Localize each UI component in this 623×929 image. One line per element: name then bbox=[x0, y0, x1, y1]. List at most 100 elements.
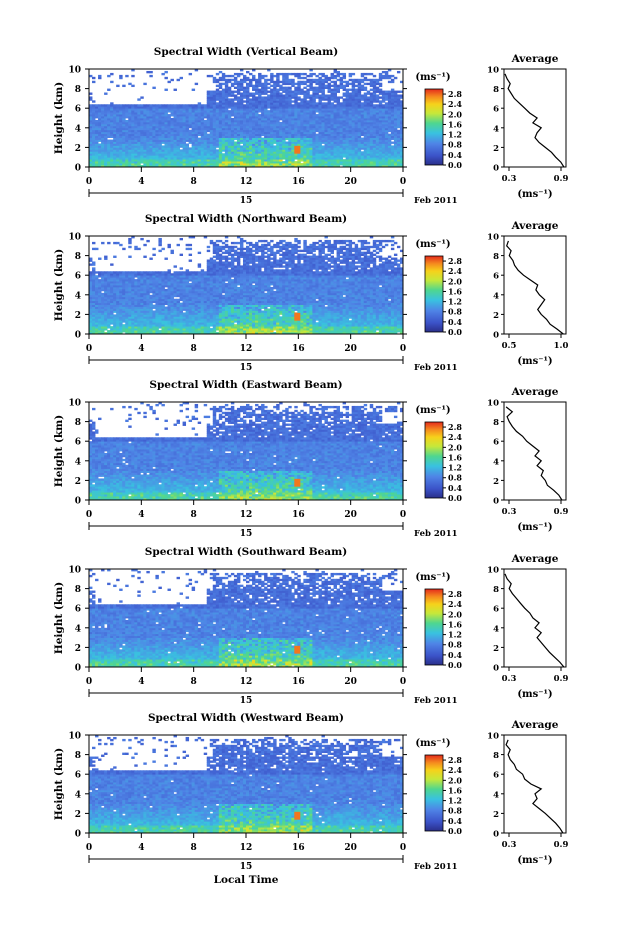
heatmap-cell bbox=[206, 116, 211, 119]
heatmap-cell bbox=[246, 82, 250, 86]
heatmap-cell bbox=[101, 292, 105, 296]
heatmap-cell bbox=[140, 129, 144, 133]
heatmap-cell bbox=[233, 133, 238, 137]
heatmap-cell bbox=[200, 112, 205, 115]
heatmap-cell bbox=[188, 123, 193, 127]
heatmap-cell bbox=[227, 165, 232, 168]
heatmap-cell bbox=[161, 127, 165, 131]
heatmap-cell bbox=[194, 137, 199, 140]
heatmap-cell bbox=[140, 153, 144, 156]
heatmap-cell bbox=[104, 131, 108, 135]
heatmap-cell bbox=[110, 127, 114, 131]
heatmap-cell bbox=[89, 119, 93, 123]
heatmap-cell bbox=[185, 131, 190, 135]
heatmap-cell bbox=[233, 155, 238, 158]
heatmap-cell bbox=[110, 145, 114, 148]
heatmap-cell bbox=[164, 137, 168, 140]
heatmap-cell bbox=[252, 86, 256, 89]
heatmap-cell bbox=[149, 139, 153, 142]
heatmap-cell bbox=[134, 153, 138, 156]
heatmap-cell bbox=[218, 147, 223, 150]
heatmap-cell bbox=[200, 129, 205, 133]
heatmap-cell bbox=[149, 143, 153, 146]
heatmap-cell bbox=[110, 133, 114, 137]
heatmap-cell bbox=[101, 143, 105, 146]
heatmap-cell bbox=[125, 119, 129, 123]
heatmap-cell bbox=[218, 139, 223, 142]
heatmap-cell bbox=[297, 96, 301, 99]
heatmap-cell bbox=[137, 98, 141, 101]
heatmap-cell bbox=[390, 88, 395, 91]
heatmap-cell bbox=[170, 135, 174, 138]
heatmap-cell bbox=[113, 135, 117, 138]
heatmap-cell bbox=[134, 147, 138, 150]
heatmap-cell bbox=[270, 72, 274, 76]
heatmap-cell bbox=[98, 279, 102, 282]
heatmap-cell bbox=[140, 151, 144, 154]
heatmap-cell bbox=[185, 108, 190, 111]
heatmap-cell bbox=[161, 129, 165, 133]
heatmap-cell bbox=[119, 108, 123, 111]
heatmap-cell bbox=[230, 84, 235, 88]
heatmap-cell bbox=[179, 104, 183, 107]
heatmap-cell bbox=[363, 76, 368, 80]
heatmap-cell bbox=[239, 78, 244, 82]
heatmap-cell bbox=[170, 125, 174, 129]
heatmap-cell bbox=[146, 165, 150, 168]
heatmap-cell bbox=[131, 143, 135, 146]
heatmap-cell bbox=[206, 74, 211, 78]
heatmap-cell bbox=[230, 163, 235, 166]
heatmap-cell bbox=[215, 96, 220, 99]
heatmap-cell bbox=[239, 159, 244, 162]
heatmap-cell bbox=[167, 121, 171, 125]
heatmap-cell bbox=[149, 137, 153, 140]
heatmap-cell bbox=[206, 161, 211, 164]
heatmap-cell bbox=[206, 123, 211, 127]
heatmap-cell bbox=[179, 127, 183, 131]
heatmap-cell bbox=[146, 104, 150, 107]
heatmap-cell bbox=[206, 119, 211, 123]
heatmap-cell bbox=[116, 163, 120, 166]
heatmap-cell bbox=[134, 143, 138, 146]
heatmap-cell bbox=[167, 143, 171, 146]
heatmap-cell bbox=[152, 163, 156, 166]
heatmap-cell bbox=[131, 151, 135, 154]
heatmap-cell bbox=[170, 119, 174, 123]
heatmap-cell bbox=[203, 163, 208, 166]
heatmap-cell bbox=[176, 131, 180, 135]
heatmap-cell bbox=[161, 147, 165, 150]
heatmap-cell bbox=[143, 145, 147, 148]
heatmap-cell bbox=[182, 137, 187, 140]
heatmap-cell bbox=[107, 74, 111, 78]
heatmap-cell bbox=[134, 108, 138, 111]
heatmap-cell bbox=[128, 118, 132, 121]
heatmap-cell bbox=[203, 151, 208, 154]
heatmap-cell bbox=[113, 314, 117, 317]
heatmap-cell bbox=[104, 161, 108, 164]
heatmap-cell bbox=[98, 110, 102, 113]
heatmap-cell bbox=[131, 119, 135, 123]
heatmap-cell bbox=[246, 108, 250, 111]
heatmap-cell bbox=[185, 123, 190, 127]
heatmap-cell bbox=[167, 139, 171, 142]
heatmap-cell bbox=[119, 141, 123, 144]
heatmap-cell bbox=[155, 135, 159, 138]
heatmap-cell bbox=[146, 133, 150, 137]
heatmap-cell bbox=[209, 94, 214, 97]
heatmap-cell bbox=[239, 149, 244, 152]
heatmap-cell bbox=[161, 141, 165, 144]
heatmap-cell bbox=[194, 133, 199, 137]
heatmap-cell bbox=[221, 106, 226, 109]
heatmap-cell bbox=[239, 157, 244, 160]
heatmap-cell bbox=[185, 110, 190, 113]
heatmap-cell bbox=[224, 123, 229, 127]
heatmap-cell bbox=[125, 165, 129, 168]
heatmap-cell bbox=[224, 159, 229, 162]
heatmap-cell bbox=[315, 78, 319, 82]
heatmap-cell bbox=[119, 74, 123, 78]
heatmap-cell bbox=[113, 110, 117, 113]
heatmap-cell bbox=[98, 151, 102, 154]
heatmap-cell bbox=[191, 116, 196, 119]
heatmap-cell bbox=[89, 129, 93, 133]
heatmap-cell bbox=[236, 118, 241, 121]
